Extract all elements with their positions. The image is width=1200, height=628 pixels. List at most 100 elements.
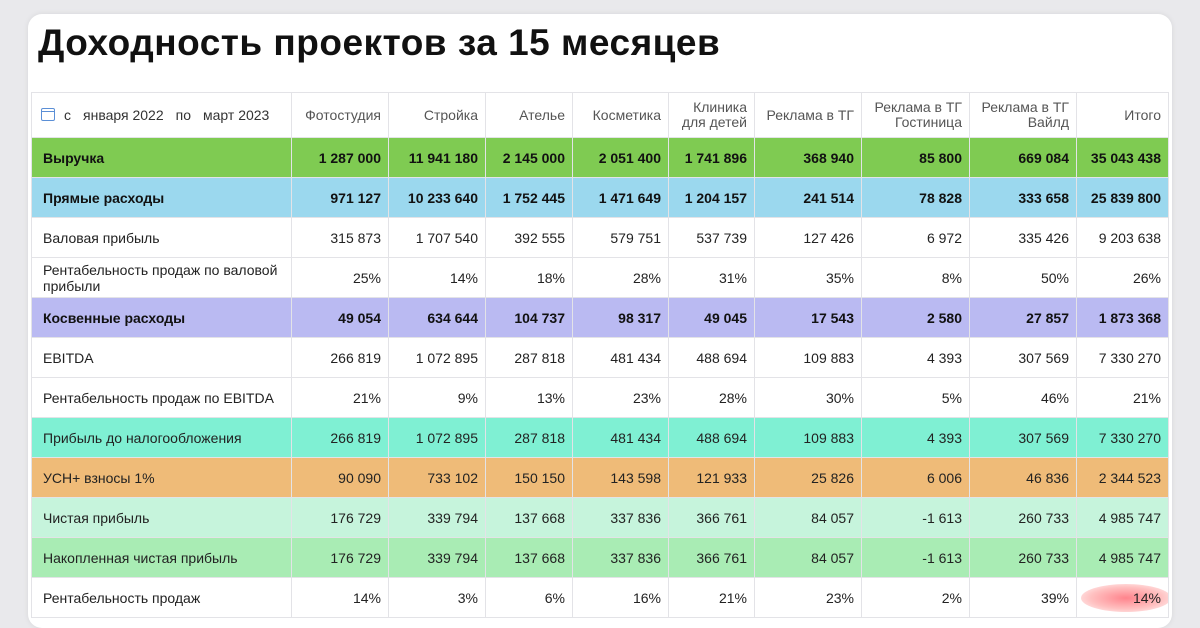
table-cell: 488 694 [668,337,755,378]
column-header-total[interactable]: Итого [1076,92,1169,138]
row-label: EBITDA [31,337,292,378]
table-cell: 1 741 896 [668,137,755,178]
table-cell: 537 739 [668,217,755,258]
table-cell: 27 857 [969,297,1077,338]
header-row: с января 2022 по март 2023 Фотостудия Строй… [31,92,1169,138]
row-label: Чистая прибыль [31,497,292,538]
table-cell: 49 054 [291,297,389,338]
table-cell: 10 233 640 [388,177,486,218]
table-cell: 109 883 [754,337,862,378]
table-cell: 25 826 [754,457,862,498]
table-cell: 2% [861,577,970,618]
net-profit-row: Чистая прибыль 176 729 339 794 137 668 337 8… [31,497,1169,538]
accumulated-net-profit-row: Накопленная чистая прибыль 176 729 339 794… [31,537,1169,578]
table-cell: 5% [861,377,970,418]
table-cell: 21% [1076,377,1169,418]
table-cell: 1 287 000 [291,137,389,178]
table-cell: 266 819 [291,417,389,458]
period-from-prefix: с [64,106,71,123]
table-cell: 392 555 [485,217,573,258]
period-from: января 2022 [83,106,164,123]
table-cell: 150 150 [485,457,573,498]
table-cell: 78 828 [861,177,970,218]
table-cell: 30% [754,377,862,418]
table-cell: 366 761 [668,497,755,538]
table-cell: 9 203 638 [1076,217,1169,258]
table-cell: 8% [861,257,970,298]
period-to: март 2023 [203,106,270,123]
table-cell: 4 985 747 [1076,497,1169,538]
table-cell: 4 985 747 [1076,537,1169,578]
gross-profit-row: Валовая прибыль 315 873 1 707 540 392 555 57… [31,217,1169,258]
row-label: Косвенные расходы [31,297,292,338]
table-cell: 368 940 [754,137,862,178]
table-cell: 31% [668,257,755,298]
table-cell: 28% [668,377,755,418]
table-cell: 4 393 [861,337,970,378]
column-header[interactable]: Реклама в ТГ Гостиница [861,92,970,138]
direct-costs-row: Прямые расходы 971 127 10 233 640 1 752 445… [31,177,1169,218]
period-to-prefix: по [175,106,191,123]
table-cell: 84 057 [754,497,862,538]
table-cell: 84 057 [754,537,862,578]
table-cell: 733 102 [388,457,486,498]
table-cell: 49 045 [668,297,755,338]
table-cell: 6% [485,577,573,618]
period-selector[interactable]: с января 2022 по март 2023 [31,92,292,138]
table-cell: 337 836 [572,537,669,578]
table-cell: 176 729 [291,497,389,538]
table-cell: 109 883 [754,417,862,458]
table-cell: 634 644 [388,297,486,338]
column-header[interactable]: Косметика [572,92,669,138]
table-cell: 18% [485,257,573,298]
profitability-table: с января 2022 по март 2023 Фотостудия Строй… [31,92,1169,618]
table-cell: 260 733 [969,497,1077,538]
table-cell: 333 658 [969,177,1077,218]
table-cell: 287 818 [485,337,573,378]
table-cell: 1 072 895 [388,417,486,458]
table-cell: 50% [969,257,1077,298]
table-cell: 9% [388,377,486,418]
table-cell: 971 127 [291,177,389,218]
table-cell: 23% [754,577,862,618]
table-cell: 35% [754,257,862,298]
ebitda-margin-row: Рентабельность продаж по EBITDA 21% 9% 13% 2… [31,377,1169,418]
row-label: Прямые расходы [31,177,292,218]
table-cell: 25 839 800 [1076,177,1169,218]
row-label: Валовая прибыль [31,217,292,258]
table-cell: 339 794 [388,497,486,538]
column-header[interactable]: Фотостудия [291,92,389,138]
column-header[interactable]: Реклама в ТГ Вайлд [969,92,1077,138]
table-cell: -1 613 [861,537,970,578]
calendar-icon [41,107,55,121]
table-cell: 2 344 523 [1076,457,1169,498]
table-cell: 339 794 [388,537,486,578]
table-cell: 481 434 [572,417,669,458]
table-cell: 337 836 [572,497,669,538]
table-cell: 315 873 [291,217,389,258]
row-label: Накопленная чистая прибыль [31,537,292,578]
table-cell: 13% [485,377,573,418]
table-cell: 1 707 540 [388,217,486,258]
table-cell: 28% [572,257,669,298]
table-cell: 1 752 445 [485,177,573,218]
column-header[interactable]: Реклама в ТГ [754,92,862,138]
table-cell: 46 836 [969,457,1077,498]
table-cell: 21% [668,577,755,618]
table-cell: 366 761 [668,537,755,578]
table-cell: 266 819 [291,337,389,378]
table-cell: 287 818 [485,417,573,458]
table-cell: 579 751 [572,217,669,258]
indirect-costs-row: Косвенные расходы 49 054 634 644 104 737 98 … [31,297,1169,338]
table-cell: 143 598 [572,457,669,498]
table-cell: 14% [388,257,486,298]
table-cell: 90 090 [291,457,389,498]
table-cell: 307 569 [969,417,1077,458]
column-header[interactable]: Стройка [388,92,486,138]
table-cell: 669 084 [969,137,1077,178]
table-cell: 21% [291,377,389,418]
column-header[interactable]: Ателье [485,92,573,138]
column-header[interactable]: Клиника для детей [668,92,755,138]
ebitda-row: EBITDA 266 819 1 072 895 287 818 481 434 488 … [31,337,1169,378]
table-cell: 2 051 400 [572,137,669,178]
